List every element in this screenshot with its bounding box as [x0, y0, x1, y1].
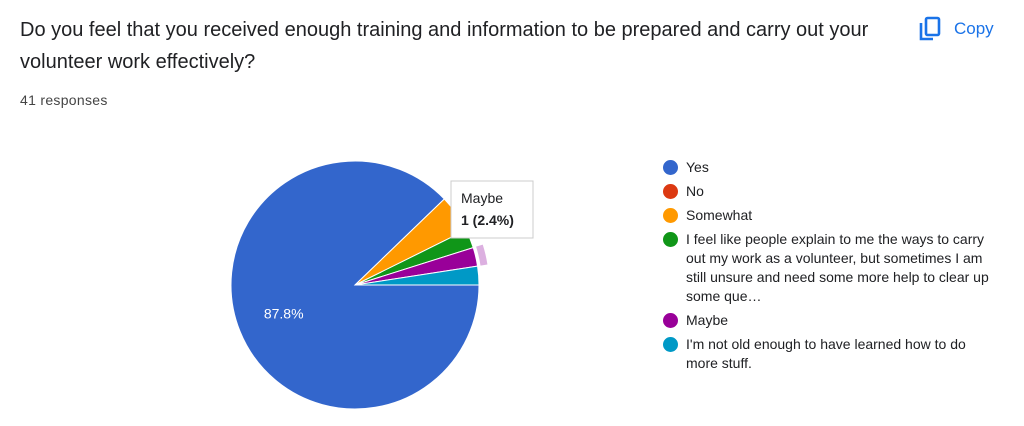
legend-label: Somewhat: [686, 207, 753, 223]
legend-swatch: [663, 160, 678, 175]
legend-label: Maybe: [686, 312, 729, 328]
legend-label: No: [686, 183, 704, 199]
pie-slice-i-m-not-old-enough-t[interactable]: [354, 265, 480, 286]
legend-item[interactable]: Somewhat: [663, 206, 993, 225]
legend-label: I feel like people explain to me the way…: [686, 231, 989, 304]
legend-item[interactable]: Maybe: [663, 311, 993, 330]
tooltip-value: 1 (2.4%): [461, 212, 514, 228]
legend-item[interactable]: Yes: [663, 158, 993, 177]
question-title: Do you feel that you received enough tra…: [20, 19, 869, 73]
tooltip: Maybe 1 (2.4%): [450, 180, 534, 239]
pie-chart: 87.8% Maybe 1 (2.4%): [230, 160, 534, 410]
legend-label: Yes: [686, 159, 709, 175]
legend-swatch: [663, 232, 678, 247]
legend-item[interactable]: I feel like people explain to me the way…: [663, 230, 993, 306]
legend-swatch: [663, 184, 678, 199]
legend-swatch: [663, 313, 678, 328]
response-count: 41 responses: [20, 92, 108, 108]
copy-icon: [918, 16, 942, 42]
legend-label: I'm not old enough to have learned how t…: [686, 336, 966, 371]
pie-slice-highlight: [476, 244, 488, 266]
legend-swatch: [663, 337, 678, 352]
copy-label: Copy: [954, 19, 994, 38]
legend-item[interactable]: No: [663, 182, 993, 201]
slice-data-label: 87.8%: [264, 306, 304, 322]
legend-swatch: [663, 208, 678, 223]
tooltip-label: Maybe: [461, 190, 503, 206]
copy-button[interactable]: Copy: [918, 12, 994, 46]
legend-item[interactable]: I'm not old enough to have learned how t…: [663, 335, 993, 373]
chart-legend: Yes No Somewhat I feel like people explain …: [663, 158, 993, 378]
